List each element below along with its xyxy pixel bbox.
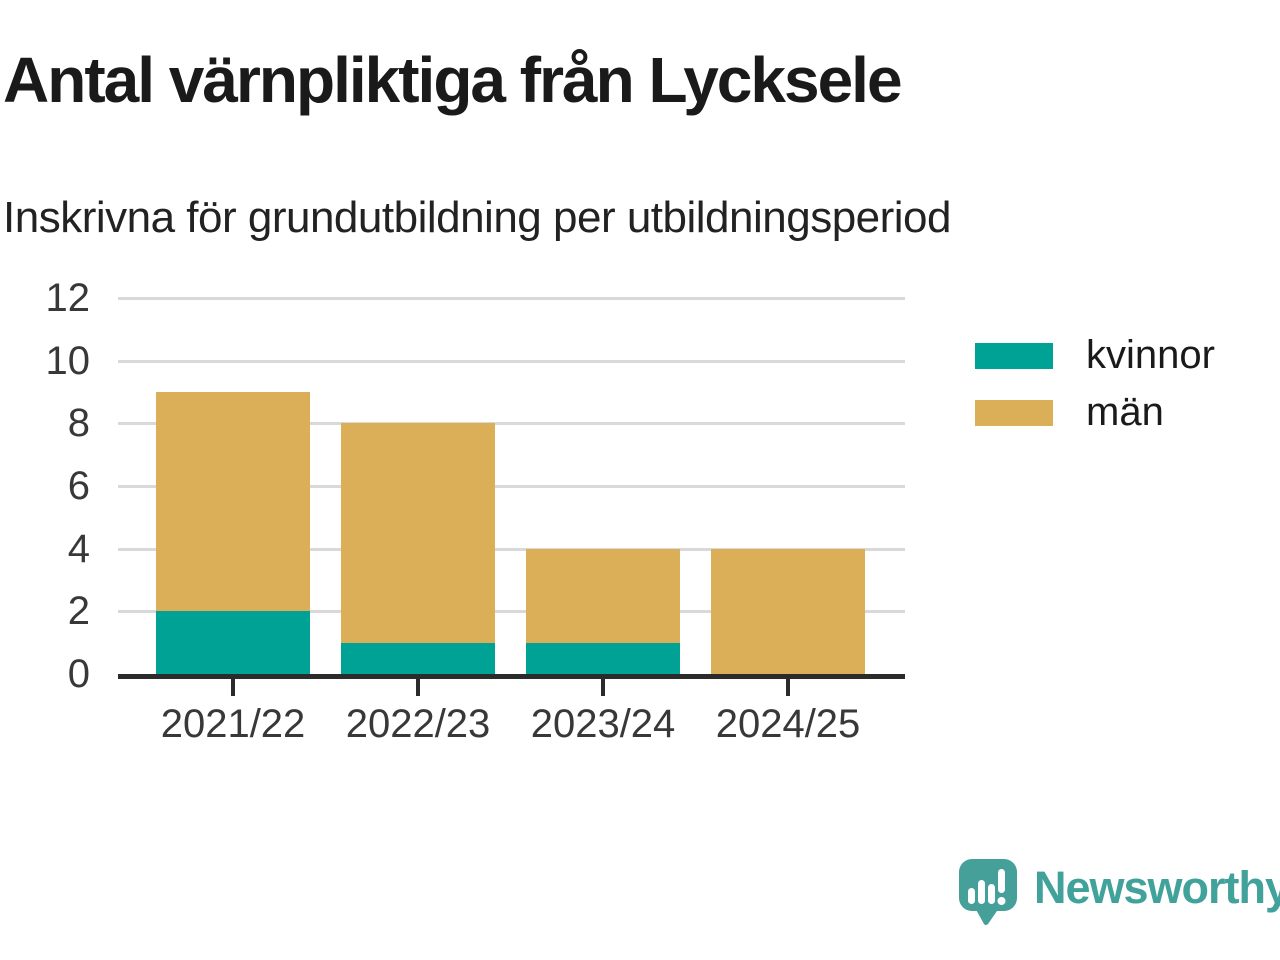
x-axis-line xyxy=(118,674,905,679)
y-axis-tick-label: 8 xyxy=(67,401,90,446)
y-axis-tick-label: 4 xyxy=(67,526,90,571)
gridline-y6 xyxy=(118,485,905,488)
x-axis-tick xyxy=(416,679,420,696)
x-axis-tick xyxy=(786,679,790,696)
x-axis-tick-label: 2022/23 xyxy=(345,702,491,746)
legend-swatch-män xyxy=(975,399,1053,426)
y-axis-tick-label: 0 xyxy=(67,652,90,696)
chart-subtitle: Inskrivna för grundutbildning per utbild… xyxy=(3,193,952,242)
gridline-y8 xyxy=(118,422,905,426)
gridline-y12 xyxy=(118,297,905,300)
gridline-y4 xyxy=(118,547,905,551)
gridline-y10 xyxy=(118,359,905,363)
y-axis-tick-label: 12 xyxy=(45,276,91,320)
y-axis-tick-label: 10 xyxy=(45,338,91,383)
legend-swatch-kvinnor xyxy=(975,342,1053,369)
bar-2023-24-kvinnor xyxy=(526,642,680,674)
bar-2024-25-män xyxy=(711,548,865,674)
legend-label-kvinnor: kvinnor xyxy=(1086,333,1215,377)
bar-chart-speech-bubble-icon xyxy=(959,859,1017,926)
bar-2021-22-män xyxy=(156,392,310,612)
chart-title: Antal värnpliktiga från Lycksele xyxy=(3,44,903,116)
brand-logo-text: Newsworthy xyxy=(1034,862,1280,913)
legend-item-kvinnor: kvinnor xyxy=(975,327,1215,384)
y-axis-tick-label: 6 xyxy=(67,464,90,508)
bar-2022-23-män xyxy=(341,423,495,643)
x-axis-tick-label: 2024/25 xyxy=(715,702,861,746)
x-axis-tick xyxy=(231,679,235,696)
legend: kvinnor män xyxy=(975,327,1215,441)
gridline-y2 xyxy=(118,610,905,614)
bar-2021-22-kvinnor xyxy=(156,611,310,674)
bar-2023-24-män xyxy=(526,548,680,643)
legend-label-män: män xyxy=(1086,390,1164,434)
y-axis-tick-label: 2 xyxy=(67,589,90,634)
legend-item-män: män xyxy=(975,384,1215,441)
bar-2022-23-kvinnor xyxy=(341,642,495,674)
x-axis-tick xyxy=(601,679,605,696)
branding: Newsworthy xyxy=(958,858,1280,926)
x-axis-tick-label: 2023/24 xyxy=(530,702,676,746)
x-axis-tick-label: 2021/22 xyxy=(160,702,306,746)
